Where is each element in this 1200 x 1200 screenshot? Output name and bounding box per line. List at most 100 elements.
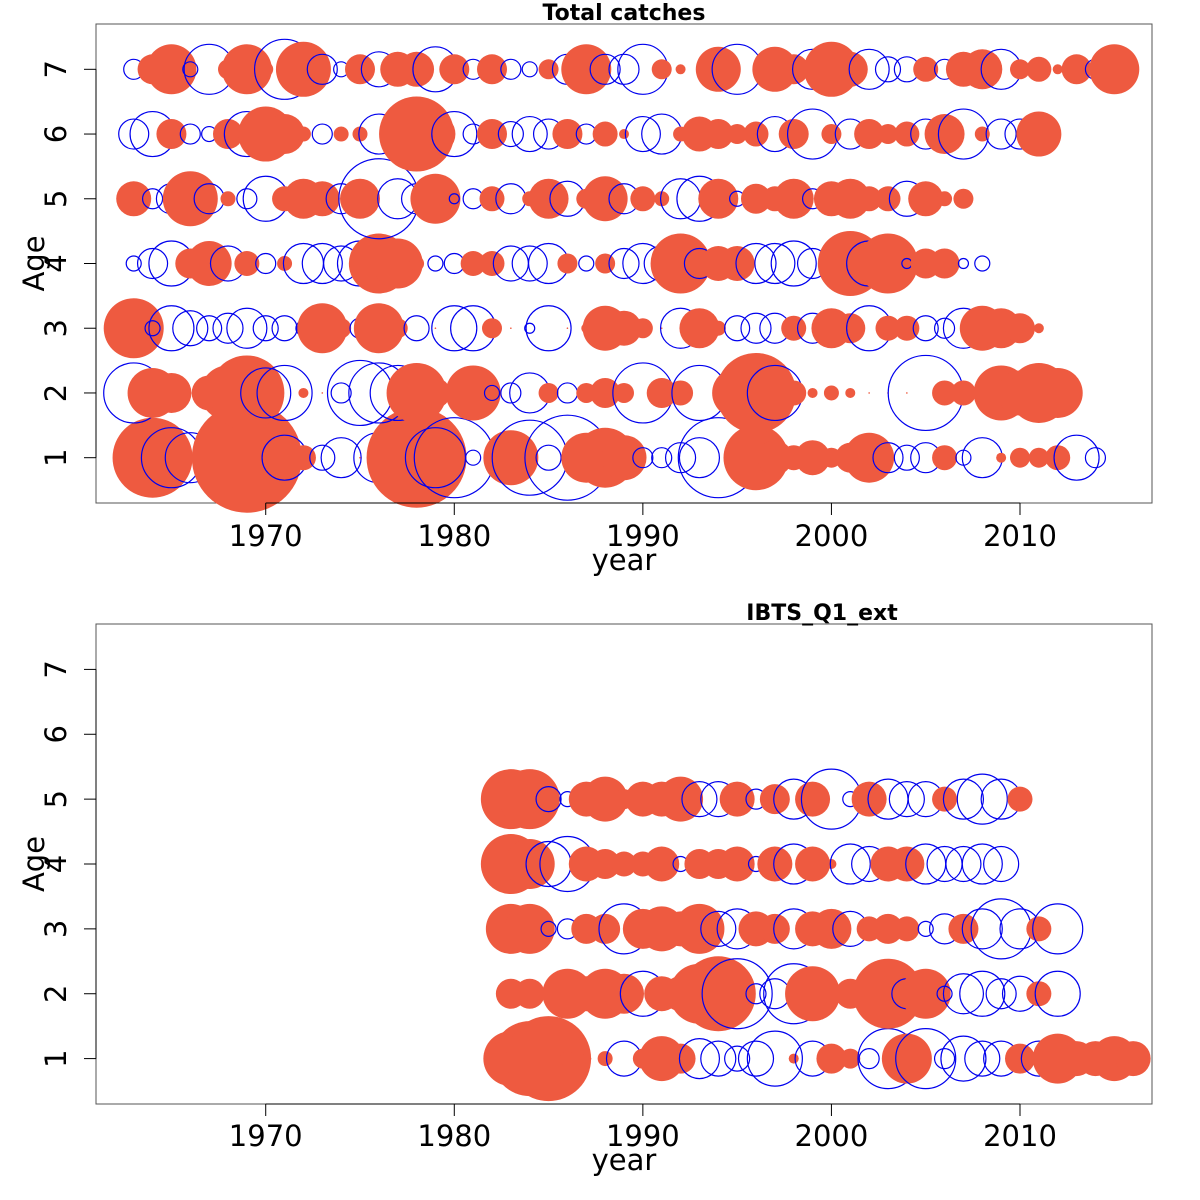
residual-bubble (906, 392, 908, 394)
residual-bubble (675, 64, 686, 75)
residual-bubble (1010, 59, 1030, 80)
residual-bubble (875, 186, 901, 212)
residual-bubble (942, 778, 985, 820)
residual-bubble (759, 913, 790, 944)
residual-bubble (511, 115, 548, 153)
residual-bubble (632, 447, 654, 469)
residual-bubble (795, 440, 831, 476)
residual-bubble (172, 310, 209, 347)
residual-bubble (996, 452, 1007, 463)
residual-bubble (759, 784, 790, 815)
residual-bubble (881, 1033, 932, 1084)
residual-bubble (658, 776, 704, 822)
residual-bubble (448, 193, 460, 205)
residual-bubble (875, 315, 901, 341)
residual-bubble (162, 171, 218, 227)
residual-bubble (186, 241, 232, 286)
residual-bubble (182, 61, 199, 78)
residual-bubble (983, 845, 1020, 883)
residual-bubble (851, 781, 887, 817)
residual-bubble (679, 308, 720, 349)
residual-bubble (477, 119, 507, 150)
residual-bubble (956, 773, 1008, 825)
residual-bubble (959, 970, 1006, 1017)
residual-bubble (665, 1043, 696, 1074)
residual-bubble (695, 46, 741, 92)
residual-bubble (660, 327, 663, 330)
residual-bubble (482, 318, 502, 339)
x-tick-label: 1970 (229, 519, 303, 553)
residual-bubble (386, 362, 447, 423)
residual-bubble (409, 256, 425, 271)
residual-bubble (974, 255, 991, 272)
residual-bubble (1005, 313, 1035, 344)
residual-bubble (387, 318, 408, 339)
residual-bubble (816, 1043, 847, 1074)
residual-bubble (872, 442, 904, 474)
residual-bubble (654, 191, 670, 207)
residual-bubble (953, 188, 974, 209)
residual-bubble (582, 776, 628, 822)
residual-bubble (785, 966, 841, 1022)
residual-bubble (942, 973, 985, 1015)
residual-bubble (856, 186, 882, 212)
x-tick-label: 1980 (417, 1119, 491, 1153)
residual-bubble (359, 456, 361, 459)
residual-bubble (226, 307, 268, 349)
residual-bubble (311, 123, 333, 145)
residual-bubble (439, 54, 470, 85)
residual-bubble (970, 898, 1032, 960)
residual-bubble (528, 178, 569, 219)
residual-bubble (604, 973, 644, 1014)
residual-bubble (561, 44, 612, 95)
residual-bubble (1007, 786, 1033, 812)
residual-bubble (372, 238, 423, 289)
residual-bubble (535, 786, 562, 813)
residual-bubble (961, 908, 1003, 950)
residual-bubble (125, 255, 142, 272)
residual-bubble (757, 846, 793, 882)
residual-bubble (807, 387, 818, 398)
residual-bubble (840, 1048, 861, 1069)
residual-bubble (940, 1035, 987, 1082)
residual-bubble (933, 1047, 956, 1070)
y-tick-label: 4 (39, 855, 73, 873)
x-tick-label: 2010 (983, 519, 1057, 553)
residual-bubble (746, 1030, 803, 1087)
residual-bubble (1053, 434, 1100, 481)
residual-bubble (795, 781, 831, 817)
residual-bubble (1034, 970, 1081, 1017)
residual-bubble (606, 310, 642, 346)
residual-bubble (483, 430, 539, 486)
y-axis-title: Age (17, 836, 51, 892)
residual-bubble (680, 956, 756, 1032)
residual-bubble (290, 445, 316, 471)
residual-bubble (552, 119, 583, 150)
residual-bubble (151, 372, 192, 413)
residual-bubble (888, 781, 925, 818)
y-tick-label: 6 (39, 125, 73, 143)
x-tick-label: 1970 (229, 1119, 303, 1153)
residual-bubble (985, 978, 1017, 1010)
residual-bubble (757, 440, 793, 476)
residual-bubble (118, 118, 150, 150)
x-tick-label: 2010 (983, 1119, 1057, 1153)
residual-bubble (566, 327, 569, 330)
residual-bubble (345, 54, 375, 85)
residual-bubble (1084, 447, 1107, 469)
residual-bubble (830, 178, 871, 219)
residual-bubble (500, 58, 522, 80)
residual-bubble (340, 178, 380, 219)
residual-bubble (331, 318, 352, 339)
residual-bubble (590, 849, 621, 879)
ibts-q1-ext-panel: IBTS_Q1_ext 1970 1980 1990 2000 2010 year 1 2 3 4 5… (17, 601, 1153, 1177)
residual-bubble (874, 56, 902, 83)
residual-bubble (271, 315, 298, 342)
residual-bubble (1016, 111, 1062, 157)
residual-bubble (858, 1047, 880, 1070)
residual-bubble (212, 312, 244, 344)
residual-bubble (908, 181, 944, 217)
residual-bubble (506, 1016, 592, 1102)
residual-bubble (646, 377, 677, 408)
